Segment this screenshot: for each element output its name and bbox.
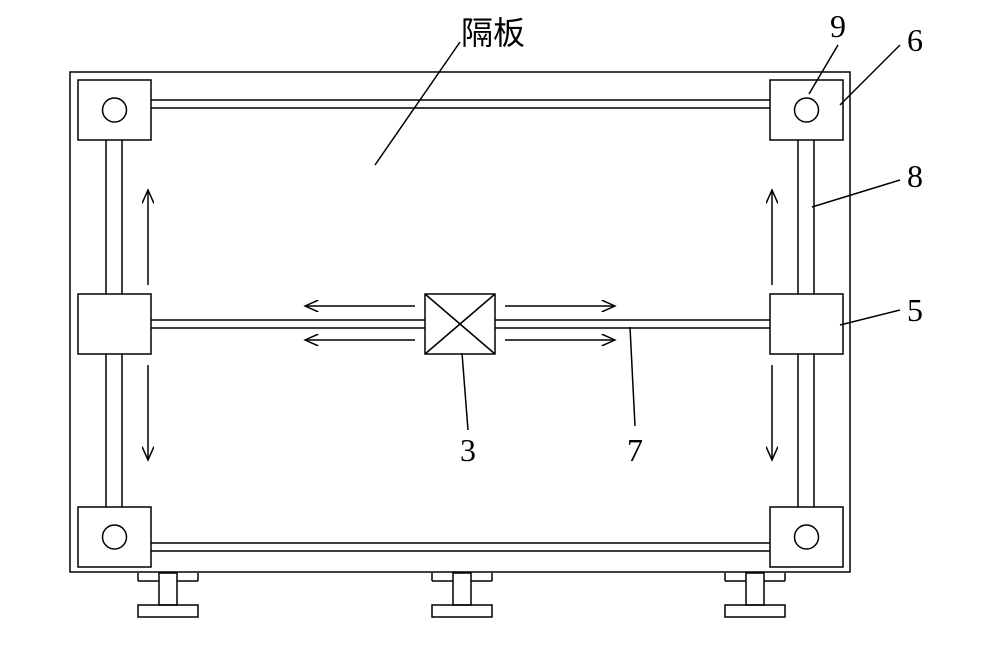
diagram-root: 隔板 9 6 8 5 3 7: [0, 0, 1000, 659]
label-top-center: 隔板: [461, 8, 525, 54]
diagram-svg: [0, 0, 1000, 659]
label-8: 8: [907, 158, 923, 195]
label-6: 6: [907, 22, 923, 59]
label-7: 7: [627, 432, 643, 469]
label-5: 5: [907, 292, 923, 329]
label-3: 3: [460, 432, 476, 469]
label-9: 9: [830, 8, 846, 45]
